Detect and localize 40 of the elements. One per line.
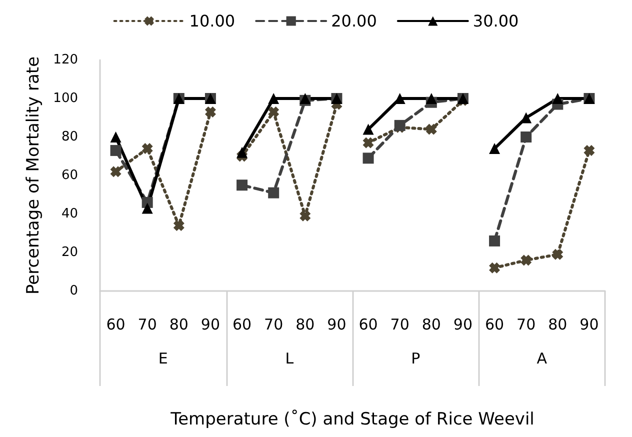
point [520,132,532,142]
point [520,254,532,266]
point [552,248,564,260]
point [584,144,595,156]
x-tick-label: 70 [138,316,157,334]
x-axis-title: Temperature (˚C) and Stage of Rice Weevil [170,410,534,430]
legend-label: 20.00 [331,12,377,30]
legend-label: 10.00 [189,12,236,30]
y-axis-title: Percentage of Mortality rate [24,56,44,295]
text: A [536,350,548,368]
y-tick-label: 40 [61,206,78,222]
x-tick-label: 70 [390,316,410,334]
x-tick-label: 80 [548,316,568,334]
x-tick-label: 60 [358,316,378,334]
x-tick-label: 70 [516,316,536,334]
y-tick-label: 80 [61,130,78,144]
x-tick-label: 90 [580,316,599,334]
text: E [158,350,168,368]
legend-label: 30.00 [472,12,519,30]
x-tick-label: 60 [232,316,252,334]
x-tick-label: 70 [264,316,284,334]
y-tick-label: 100 [53,91,78,106]
x-tick-label: 60 [106,316,126,334]
y-tick-label: 120 [53,52,78,68]
y-tick-label: 60 [61,168,78,183]
point [489,143,500,154]
text: P [411,350,420,368]
y-tick-label: 20 [61,245,78,260]
x-tick-label: 80 [296,316,315,334]
x-tick-label: 80 [169,316,188,334]
point [552,93,564,104]
x-tick-label: 60 [484,316,504,334]
x-tick-label: 90 [453,316,473,334]
x-tick-label: 90 [200,316,220,334]
y-tick-label: 0 [70,284,78,298]
text: L [285,350,294,368]
x-tick-label: 80 [422,316,441,334]
point [489,235,500,246]
point [489,262,500,274]
x-tick-label: 90 [327,316,346,334]
